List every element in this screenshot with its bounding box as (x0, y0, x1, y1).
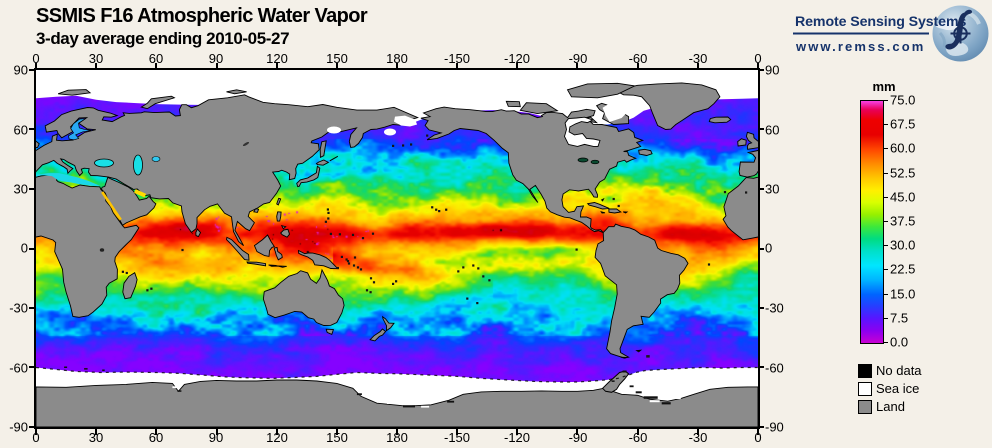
svg-text:www.remss.com: www.remss.com (795, 39, 925, 54)
svg-text:Remote Sensing Systems: Remote Sensing Systems (795, 14, 966, 30)
